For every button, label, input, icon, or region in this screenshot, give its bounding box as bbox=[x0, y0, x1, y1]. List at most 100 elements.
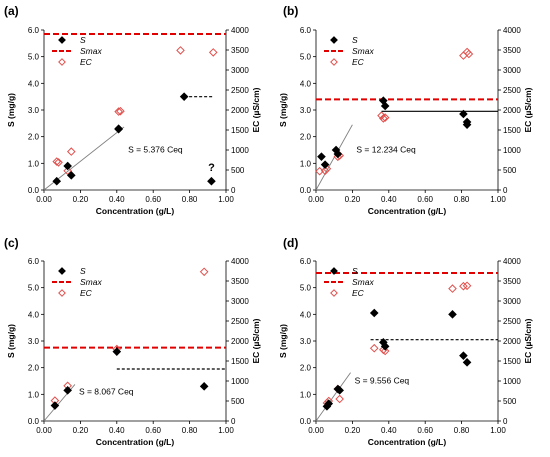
y2-tick-label: 3500 bbox=[231, 46, 249, 55]
legend-s-marker bbox=[330, 267, 338, 275]
y2-tick-label: 3500 bbox=[503, 277, 521, 286]
y2-tick-label: 1500 bbox=[231, 357, 249, 366]
fit-annotation: S = 5.376 Ceq bbox=[128, 145, 183, 155]
y2-tick-label: 1500 bbox=[503, 126, 521, 135]
y2-tick-label: 1500 bbox=[231, 126, 249, 135]
legend-s-marker bbox=[58, 36, 66, 44]
s-point bbox=[324, 399, 334, 408]
x-tick-label: 0.00 bbox=[36, 195, 52, 204]
s-point bbox=[369, 308, 379, 318]
s-point bbox=[335, 386, 344, 395]
x-tick-label: 0.00 bbox=[308, 426, 324, 435]
x-tick-label: 0.40 bbox=[109, 195, 125, 204]
legend-ec-marker bbox=[330, 58, 338, 66]
ec-point bbox=[379, 114, 388, 123]
x-tick-label: 0.00 bbox=[36, 426, 52, 435]
x-tick-label: 0.80 bbox=[454, 195, 470, 204]
y-tick-label: 3.0 bbox=[28, 337, 40, 346]
y2-tick-label: 0 bbox=[503, 186, 508, 195]
chart-panel-4: (d) 0.00 0.20 0.40 0.60 0.80 1.00 0.0 1.0 2.0 3.0 4… bbox=[278, 236, 533, 447]
y-tick-label: 3.0 bbox=[28, 106, 40, 115]
ec-point bbox=[116, 106, 125, 116]
ec-point bbox=[54, 158, 63, 167]
y-tick-label: 3.0 bbox=[300, 106, 312, 115]
y-tick-label: 1.0 bbox=[28, 390, 40, 399]
s-point bbox=[179, 92, 189, 101]
s-point bbox=[114, 124, 123, 134]
s-point bbox=[52, 176, 62, 186]
y2-axis-title: EC (µS/cm) bbox=[523, 87, 533, 132]
y2-tick-label: 2000 bbox=[231, 106, 249, 115]
s-point bbox=[448, 310, 457, 319]
x-tick-label: 0.40 bbox=[381, 426, 397, 435]
y-tick-label: 6.0 bbox=[300, 26, 312, 35]
x-axis-title: Concentration (g/L) bbox=[96, 437, 175, 447]
s-point bbox=[207, 176, 216, 186]
y-tick-label: 5.0 bbox=[28, 53, 40, 62]
legend-smax-label: Smax bbox=[80, 46, 102, 56]
s-point bbox=[63, 386, 72, 395]
s-point bbox=[462, 358, 472, 367]
ec-point bbox=[377, 111, 386, 120]
fit-annotation: S = 8.067 Ceq bbox=[79, 386, 134, 396]
x-tick-label: 0.20 bbox=[73, 195, 89, 204]
s-point bbox=[459, 109, 468, 119]
legend-s-label: S bbox=[352, 266, 358, 276]
y2-tick-label: 4000 bbox=[231, 26, 249, 35]
panel-label: (c) bbox=[4, 236, 19, 250]
ec-point bbox=[208, 48, 218, 57]
y-tick-label: 2.0 bbox=[300, 364, 312, 373]
panel-label: (a) bbox=[4, 4, 19, 18]
y2-tick-label: 0 bbox=[231, 417, 236, 426]
y-tick-label: 1.0 bbox=[300, 390, 312, 399]
y-axis-title: S (mg/g) bbox=[6, 93, 16, 127]
legend-smax-label: Smax bbox=[352, 277, 374, 287]
y-tick-label: 0.0 bbox=[28, 186, 40, 195]
y-tick-label: 5.0 bbox=[28, 284, 40, 293]
x-axis-title: Concentration (g/L) bbox=[368, 206, 447, 216]
y2-tick-label: 3000 bbox=[503, 297, 521, 306]
x-tick-label: 0.60 bbox=[417, 426, 433, 435]
y2-tick-label: 0 bbox=[503, 417, 508, 426]
chart-panel-3: (c) 0.00 0.20 0.40 0.60 0.80 1.00 0.0 1.0 2.0 3.0 4… bbox=[4, 236, 261, 447]
x-tick-label: 0.40 bbox=[109, 426, 125, 435]
y-tick-label: 5.0 bbox=[300, 53, 312, 62]
y2-tick-label: 2000 bbox=[503, 337, 521, 346]
legend-s-label: S bbox=[352, 35, 358, 45]
ec-point bbox=[52, 157, 62, 166]
ec-point bbox=[199, 267, 209, 277]
x-tick-label: 0.80 bbox=[182, 195, 198, 204]
ec-point bbox=[369, 343, 379, 353]
y-tick-label: 6.0 bbox=[28, 26, 40, 35]
x-tick-label: 0.00 bbox=[308, 195, 324, 204]
y-axis-title: S (mg/g) bbox=[278, 324, 288, 358]
y-axis-title: S (mg/g) bbox=[6, 324, 16, 358]
y2-tick-label: 2500 bbox=[231, 86, 249, 95]
y2-tick-label: 4000 bbox=[503, 257, 521, 266]
y-tick-label: 6.0 bbox=[300, 257, 312, 266]
legend-ec-label: EC bbox=[352, 288, 365, 298]
y2-tick-label: 1000 bbox=[503, 146, 521, 155]
x-tick-label: 0.20 bbox=[345, 195, 361, 204]
question-mark: ? bbox=[208, 162, 215, 174]
legend-ec-label: EC bbox=[352, 57, 365, 67]
ec-point bbox=[448, 284, 457, 293]
y2-axis-title: EC (µS/cm) bbox=[523, 318, 533, 363]
y-tick-label: 2.0 bbox=[28, 364, 40, 373]
y2-tick-label: 4000 bbox=[503, 26, 521, 35]
x-tick-label: 1.00 bbox=[490, 195, 506, 204]
y2-axis-title: EC (µS/cm) bbox=[251, 318, 261, 363]
legend-smax-label: Smax bbox=[80, 277, 102, 287]
y2-tick-label: 4000 bbox=[231, 257, 249, 266]
y2-tick-label: 500 bbox=[503, 166, 517, 175]
s-point bbox=[459, 351, 468, 360]
y2-tick-label: 3000 bbox=[503, 66, 521, 75]
y-tick-label: 2.0 bbox=[300, 133, 312, 142]
x-tick-label: 0.60 bbox=[145, 195, 161, 204]
s-point bbox=[50, 401, 60, 410]
y-tick-label: 4.0 bbox=[28, 310, 40, 319]
y2-tick-label: 500 bbox=[231, 397, 245, 406]
y2-tick-label: 3500 bbox=[503, 46, 521, 55]
